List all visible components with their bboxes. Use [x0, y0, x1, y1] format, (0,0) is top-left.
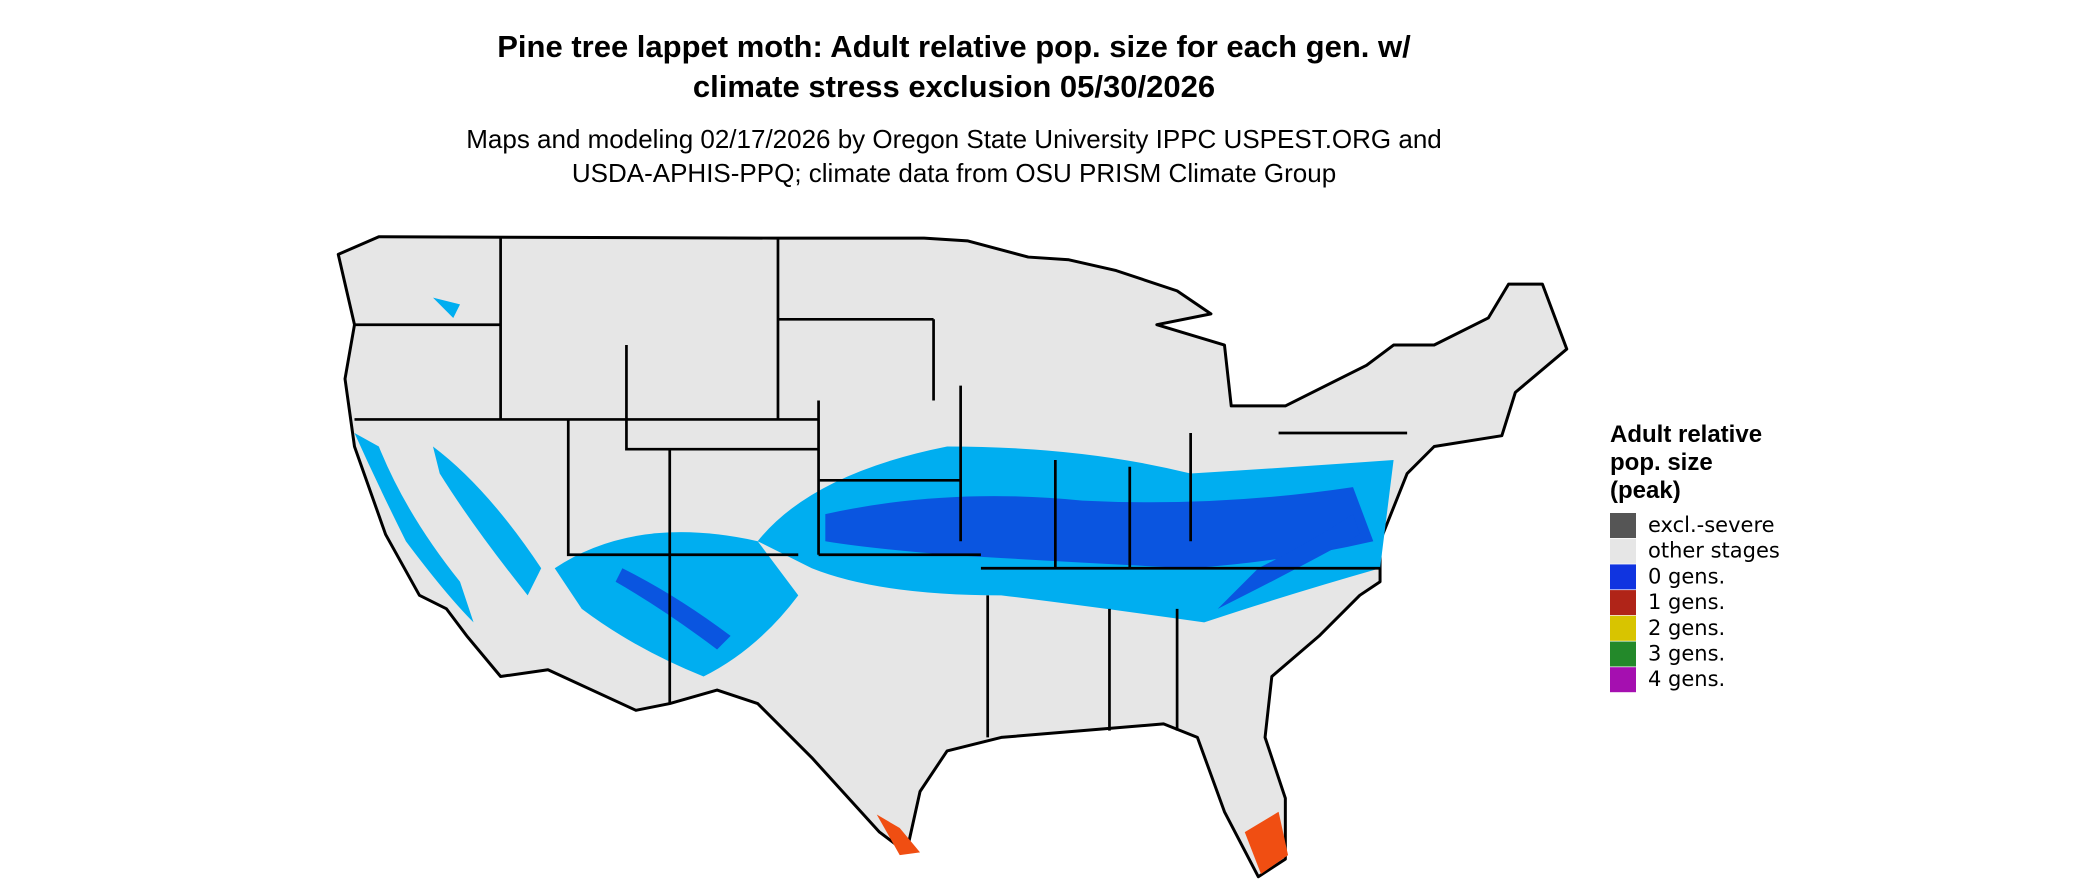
legend-swatch — [1610, 641, 1636, 667]
us-map — [336, 235, 1569, 879]
legend-label: 4 gens. — [1648, 667, 1725, 691]
title-line: climate stress exclusion 05/30/2026 — [693, 69, 1215, 104]
legend-swatch — [1610, 564, 1636, 590]
legend-swatch — [1610, 615, 1636, 641]
legend-label: other stages — [1648, 539, 1780, 563]
legend-label: 1 gens. — [1648, 590, 1725, 614]
legend-label: 2 gens. — [1648, 616, 1725, 640]
subtitle-line: Maps and modeling 02/17/2026 by Oregon S… — [466, 124, 1442, 154]
legend-swatch — [1610, 590, 1636, 616]
legend-swatch — [1610, 667, 1636, 693]
range-orange — [876, 811, 1289, 875]
title-line: Pine tree lappet moth: Adult relative po… — [497, 29, 1411, 64]
legend-title: (peak) — [1610, 477, 1681, 504]
legend-swatch — [1610, 538, 1636, 564]
legend-label: 3 gens. — [1648, 642, 1725, 666]
legend: Adult relative pop. size (peak) excl.-se… — [1610, 421, 1780, 693]
legend-title: Adult relative — [1610, 421, 1762, 448]
legend-label: excl.-severe — [1648, 513, 1775, 537]
legend-swatch — [1610, 513, 1636, 538]
legend-label: 0 gens. — [1648, 564, 1725, 588]
legend-title: pop. size — [1610, 449, 1713, 476]
state-lines — [354, 238, 1408, 738]
range-dark — [615, 487, 1374, 650]
subtitle-line: USDA-APHIS-PPQ; climate data from OSU PR… — [572, 158, 1336, 188]
